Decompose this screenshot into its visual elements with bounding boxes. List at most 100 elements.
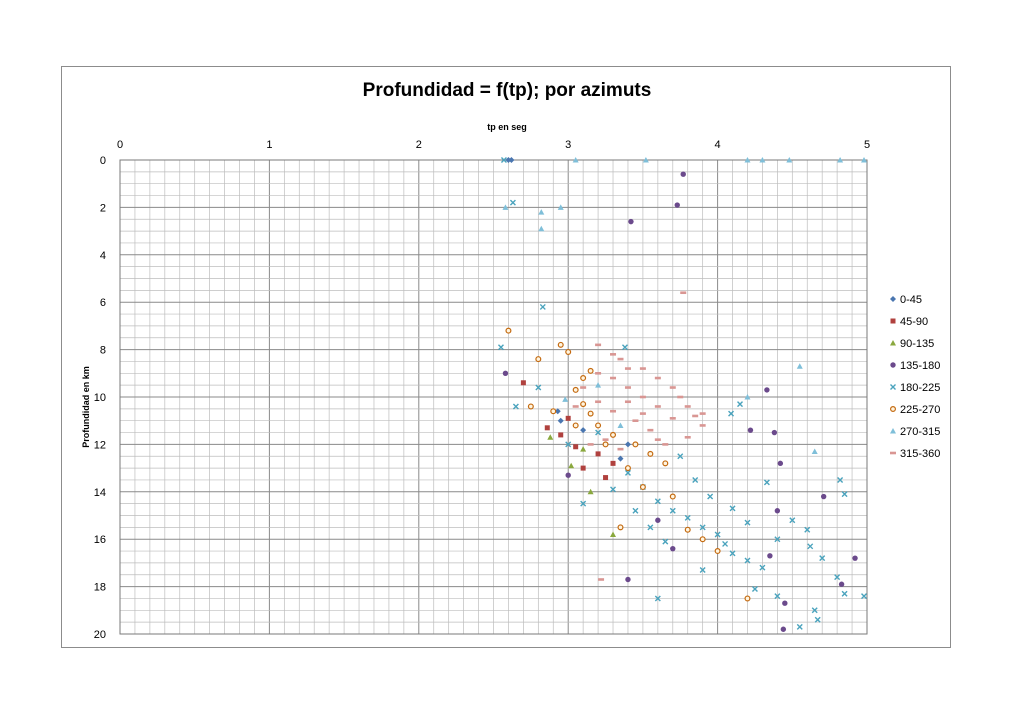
data-point [838,581,845,587]
x-tick-label: 4 [715,139,721,151]
data-point [587,488,594,495]
data-point [655,517,661,523]
data-point [565,415,571,421]
data-point [509,199,516,206]
data-point [861,157,868,163]
legend-label: 225-270 [900,404,940,416]
data-point [814,616,821,623]
legend-item: 225-270 [889,404,940,416]
grid [119,159,868,635]
data-point [505,157,512,163]
data-point [628,218,634,225]
data-point [819,555,826,562]
data-point [747,427,754,433]
data-point [587,443,594,446]
x-tick-label: 2 [416,139,422,151]
data-point [557,204,564,210]
data-point [512,403,519,410]
data-point [759,564,766,571]
x-tick-label: 1 [266,139,272,151]
legend-marker [890,340,896,346]
data-point [527,403,534,410]
data-point [662,460,669,467]
data-point [617,524,624,531]
data-point [737,401,744,408]
data-point [580,446,587,452]
data-point [684,435,691,439]
data-point [669,386,676,389]
series-90-135 [547,434,617,537]
data-point [654,438,661,441]
data-point [580,427,587,434]
data-point [502,370,509,376]
data-point [764,387,770,393]
data-point [684,405,691,408]
data-point [632,441,639,448]
plot-border [119,159,868,635]
data-point [786,157,793,163]
y-tick-label: 8 [100,345,106,357]
data-point [714,531,721,538]
data-point [782,600,788,606]
data-point [728,410,735,417]
data-point [520,380,526,386]
data-point [580,500,587,507]
data-point [572,422,579,429]
data-point [714,548,721,555]
data-point [538,225,545,232]
data-point [744,557,751,564]
data-point [602,441,609,448]
data-point [804,526,811,533]
data-point [759,157,766,163]
data-point [807,543,814,550]
data-point [647,450,654,457]
legend-item: 135-180 [890,360,940,372]
data-point [602,438,609,441]
data-point [820,493,827,500]
series-225-270 [505,327,751,602]
data-point [680,291,687,295]
data-point [684,526,691,533]
data-point [771,429,778,436]
legend-label: 135-180 [900,360,940,372]
data-point [744,595,751,602]
data-point [557,417,564,424]
data-point [595,429,602,436]
data-point [565,472,571,478]
data-point [744,157,751,163]
y-tick-label: 4 [100,250,106,262]
data-point [852,555,858,561]
data-point [610,531,617,537]
legend-marker [890,362,896,368]
data-point [572,405,579,408]
data-point [692,476,699,483]
data-point [729,550,736,557]
data-point [502,204,509,210]
data-point [610,431,617,438]
legend-label: 180-225 [900,382,940,394]
data-point [841,590,848,597]
data-point [699,536,706,543]
data-point [617,455,624,462]
series-135-180 [502,171,858,632]
data-point [669,507,676,514]
data-point [550,408,557,415]
data-point [669,493,676,500]
data-point [624,400,631,404]
data-point [811,607,818,614]
series-0-45 [505,157,631,462]
data-point [780,626,787,632]
y-tick-label: 14 [94,487,106,499]
data-point [610,353,617,356]
data-point [617,447,624,451]
data-point [565,441,572,448]
y-axis-title: Profundidad en km [81,366,91,448]
data-point [751,585,758,592]
data-point [837,157,844,163]
data-point [632,419,639,422]
data-point [692,414,699,418]
x-tick-label: 5 [864,139,870,151]
data-point [547,434,554,440]
legend-item: 0-45 [890,294,922,306]
data-point [580,386,587,389]
